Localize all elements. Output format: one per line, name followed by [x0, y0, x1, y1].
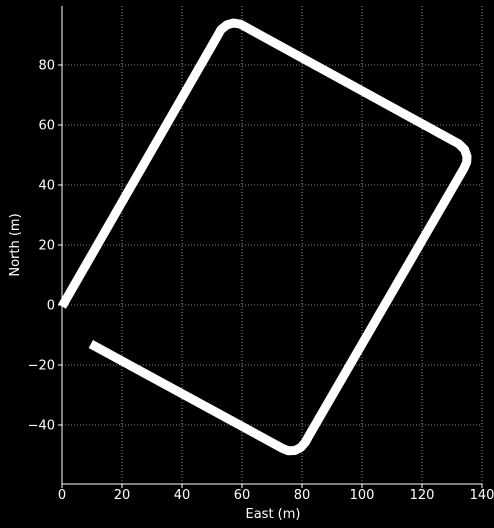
y-tick-label: 80 [38, 59, 55, 74]
y-tick-label: 60 [38, 119, 55, 134]
y-tick-label: −20 [28, 359, 55, 374]
x-tick-label: 120 [410, 488, 435, 503]
plot-area [58, 18, 472, 456]
y-axis: −40 −20 0 20 40 60 80 [28, 59, 62, 434]
y-axis-label: North (m) [8, 213, 23, 276]
x-tick-label: 140 [470, 488, 494, 503]
y-tick-label: 40 [38, 179, 55, 194]
x-tick-label: 100 [350, 488, 375, 503]
y-tick-label: −40 [28, 419, 55, 434]
y-tick-label: 20 [38, 239, 55, 254]
x-axis: 0 20 40 60 80 100 120 140 [58, 484, 494, 503]
x-tick-label: 60 [234, 488, 251, 503]
x-tick-label: 40 [174, 488, 191, 503]
x-axis-label: East (m) [246, 507, 301, 522]
x-tick-label: 20 [114, 488, 131, 503]
y-tick-label: 0 [47, 299, 55, 314]
series-line [58, 18, 472, 456]
x-tick-label: 0 [58, 488, 66, 503]
x-tick-label: 80 [294, 488, 311, 503]
